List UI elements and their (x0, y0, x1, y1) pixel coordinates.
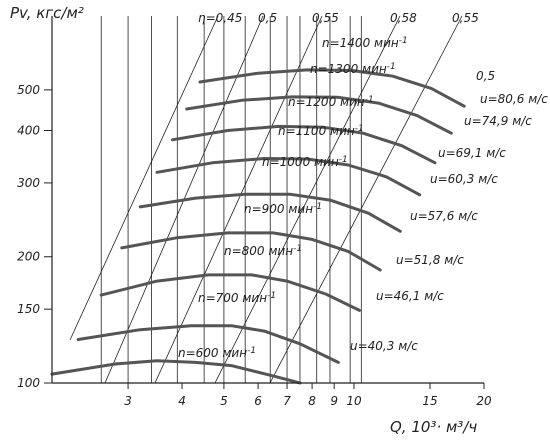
tip-speed-label: u=40,3 м/с (350, 339, 418, 353)
tip-speed-label: u=46,1 м/с (376, 289, 444, 303)
efficiency-line (214, 15, 401, 384)
y-tick-label: 100 (17, 376, 40, 390)
series-label: n=1300 мин-1 (310, 62, 396, 76)
efficiency-line (154, 15, 323, 384)
series-line (170, 124, 437, 165)
series-line (120, 231, 382, 272)
x-tick-label: 7 (283, 394, 291, 408)
y-tick-label: 200 (17, 250, 40, 264)
x-tick-label: 15 (422, 394, 437, 408)
series-label: n=900 мин-1 (244, 202, 322, 216)
series-line (76, 324, 340, 364)
series-label: n=1200 мин-1 (288, 95, 374, 109)
x-tick-label: 6 (254, 394, 262, 408)
tip-speed-label: u=57,6 м/с (410, 209, 478, 223)
efficiency-line (269, 15, 463, 384)
tip-speed-label: u=74,9 м/с (464, 114, 532, 128)
series-label: n=1000 мин-1 (262, 155, 348, 169)
y-axis-title: Pv, кгс/м² (10, 4, 84, 22)
y-tick-label: 150 (17, 302, 40, 316)
series-line (138, 192, 402, 233)
efficiency-label: 0,55 (452, 11, 479, 25)
tip-speed-label: u=69,1 м/с (438, 146, 506, 160)
series-label: n=1100 мин-1 (278, 124, 364, 138)
y-tick-label: 500 (17, 83, 40, 97)
tip-speed-label: u=51,8 м/с (396, 253, 464, 267)
x-tick-label: 10 (346, 394, 362, 408)
x-tick-label: 9 (330, 394, 338, 408)
series-line (50, 359, 302, 385)
series-label: n=800 мин-1 (224, 244, 302, 258)
x-tick-label: 20 (476, 394, 492, 408)
efficiency-line (69, 15, 219, 341)
series-line (99, 273, 361, 312)
x-axis-title: Q, 10³· м³/ч (390, 418, 477, 436)
y-tick-label: 300 (17, 176, 40, 190)
series-label: n=700 мин-1 (198, 291, 276, 305)
x-tick-label: 4 (178, 394, 186, 408)
y-tick-label: 400 (17, 123, 40, 137)
efficiency-label: 0,5 (476, 69, 495, 83)
efficiency-label: 0,55 (312, 11, 339, 25)
efficiency-label: 0,58 (390, 11, 417, 25)
x-tick-label: 8 (308, 394, 316, 408)
tip-speed-label: u=80,6 м/с (480, 92, 548, 106)
efficiency-label: 0,5 (258, 11, 277, 25)
x-tick-label: 5 (220, 394, 228, 408)
series-label: n=600 мин-1 (178, 346, 256, 360)
series-line (185, 95, 453, 135)
series-line (198, 68, 466, 108)
series-line (155, 157, 422, 197)
efficiency-label: η=0,45 (198, 11, 242, 25)
series-label: n=1400 мин-1 (322, 36, 408, 50)
tip-speed-label: u=60,3 м/с (430, 172, 498, 186)
x-tick-label: 3 (124, 394, 132, 408)
